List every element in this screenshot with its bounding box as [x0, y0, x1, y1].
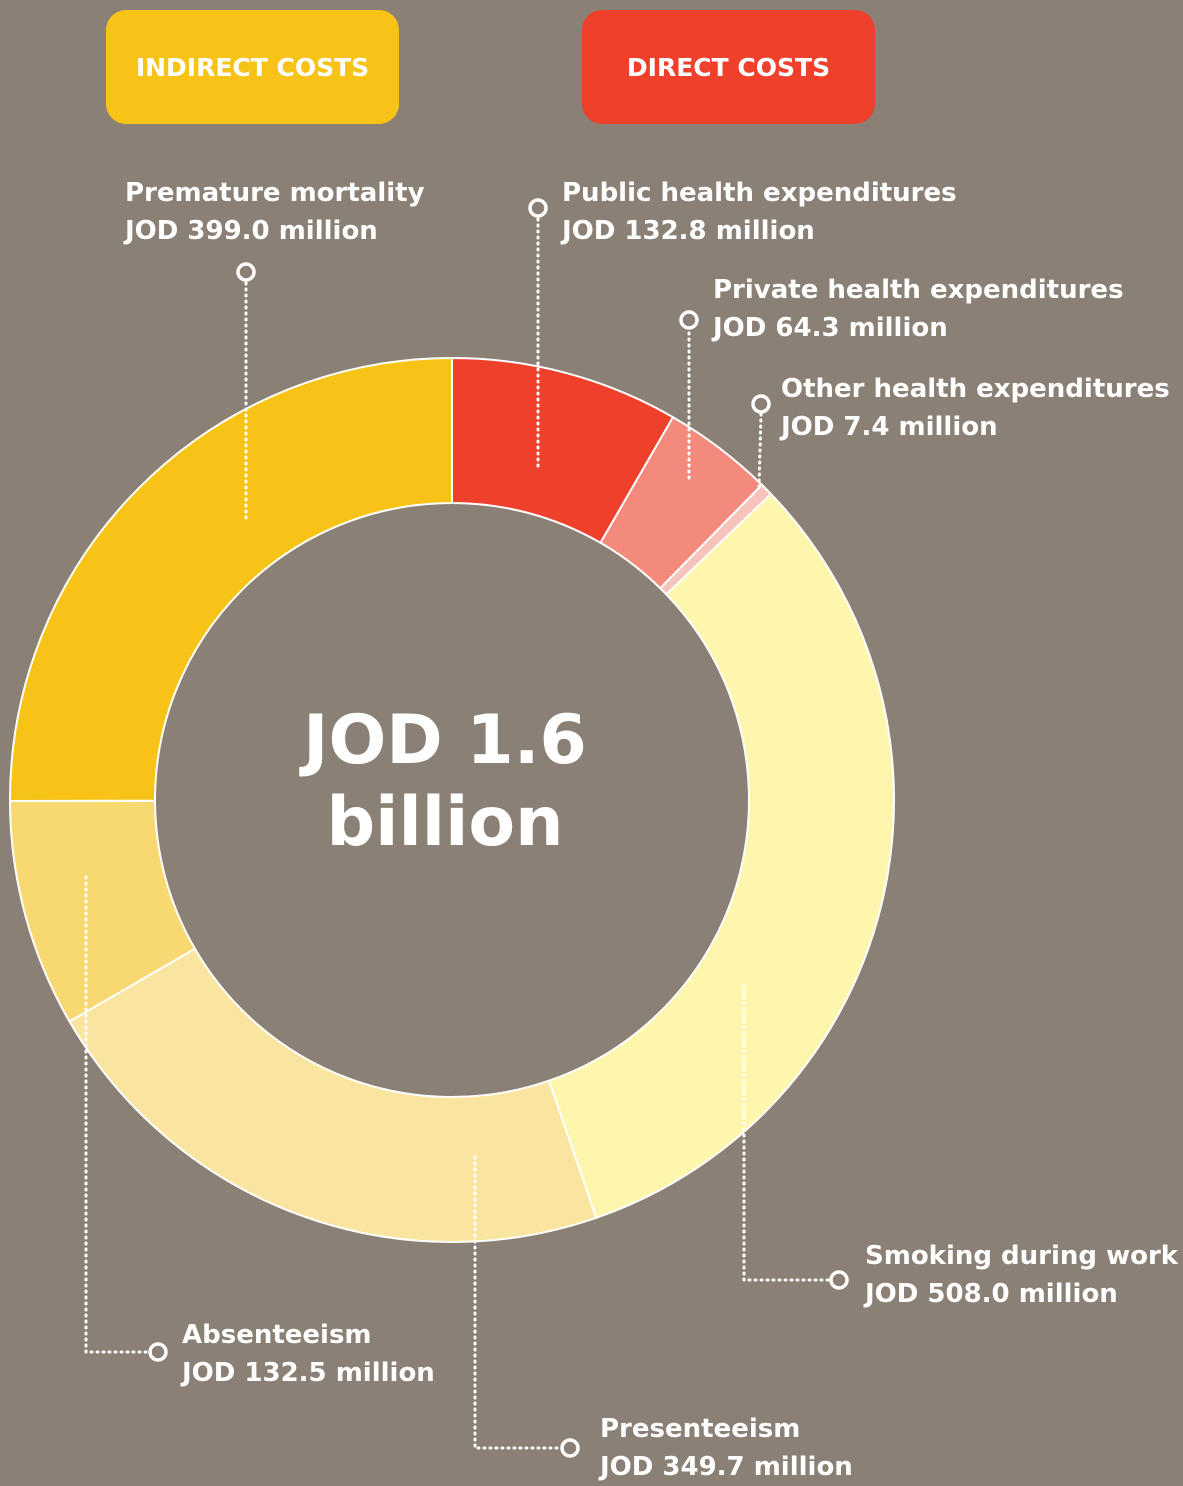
label-premature-mortality: Premature mortality JOD 399.0 million	[125, 174, 425, 250]
slice-value: JOD 349.7 million	[600, 1452, 853, 1482]
slice-value: JOD 132.5 million	[182, 1358, 435, 1388]
leader-line	[473, 1155, 562, 1450]
slice-name: Smoking during work	[865, 1241, 1179, 1271]
legend-direct-costs: DIRECT COSTS	[582, 10, 875, 124]
slice-value: JOD 132.8 million	[562, 216, 815, 246]
total-line-1: JOD 1.6	[303, 701, 587, 780]
leader-marker	[679, 310, 699, 330]
slice-presenteeism	[68, 947, 598, 1243]
label-public-health: Public health expenditures JOD 132.8 mil…	[562, 174, 957, 250]
legend-indirect-costs: INDIRECT COSTS	[106, 10, 399, 124]
leader-marker	[528, 198, 548, 218]
slice-value: JOD 508.0 million	[865, 1279, 1118, 1309]
slice-name: Absenteeism	[182, 1320, 372, 1350]
slice-name: Public health expenditures	[562, 178, 957, 208]
label-absenteeism: Absenteeism JOD 132.5 million	[182, 1316, 435, 1392]
total-line-2: billion	[326, 783, 564, 862]
legend-indirect-label: INDIRECT COSTS	[135, 52, 370, 82]
slice-value: JOD 399.0 million	[125, 216, 378, 246]
slice-value: JOD 7.4 million	[781, 412, 998, 442]
total-value: JOD 1.6 billion	[215, 700, 675, 864]
leader-line	[742, 983, 831, 1282]
slice-name: Premature mortality	[125, 178, 425, 208]
leader-marker	[148, 1342, 168, 1362]
label-presenteeism: Presenteeism JOD 349.7 million	[600, 1410, 853, 1486]
label-other-health: Other health expenditures JOD 7.4 millio…	[781, 370, 1170, 446]
slice-name: Private health expenditures	[713, 275, 1124, 305]
slice-premature-mortality	[9, 356, 453, 803]
label-private-health: Private health expenditures JOD 64.3 mil…	[713, 271, 1124, 347]
slice-name: Other health expenditures	[781, 374, 1170, 404]
leader-marker	[829, 1270, 849, 1290]
leader-line	[757, 412, 763, 489]
slice-smoking-during-work	[547, 492, 895, 1220]
slice-value: JOD 64.3 million	[713, 313, 948, 343]
leader-line	[84, 875, 150, 1354]
legend-direct-label: DIRECT COSTS	[626, 52, 831, 82]
label-smoking-during-work: Smoking during work JOD 508.0 million	[865, 1237, 1178, 1313]
leader-marker	[751, 394, 771, 414]
slice-name: Presenteeism	[600, 1414, 801, 1444]
leader-marker	[560, 1438, 580, 1458]
leader-marker	[236, 262, 256, 282]
